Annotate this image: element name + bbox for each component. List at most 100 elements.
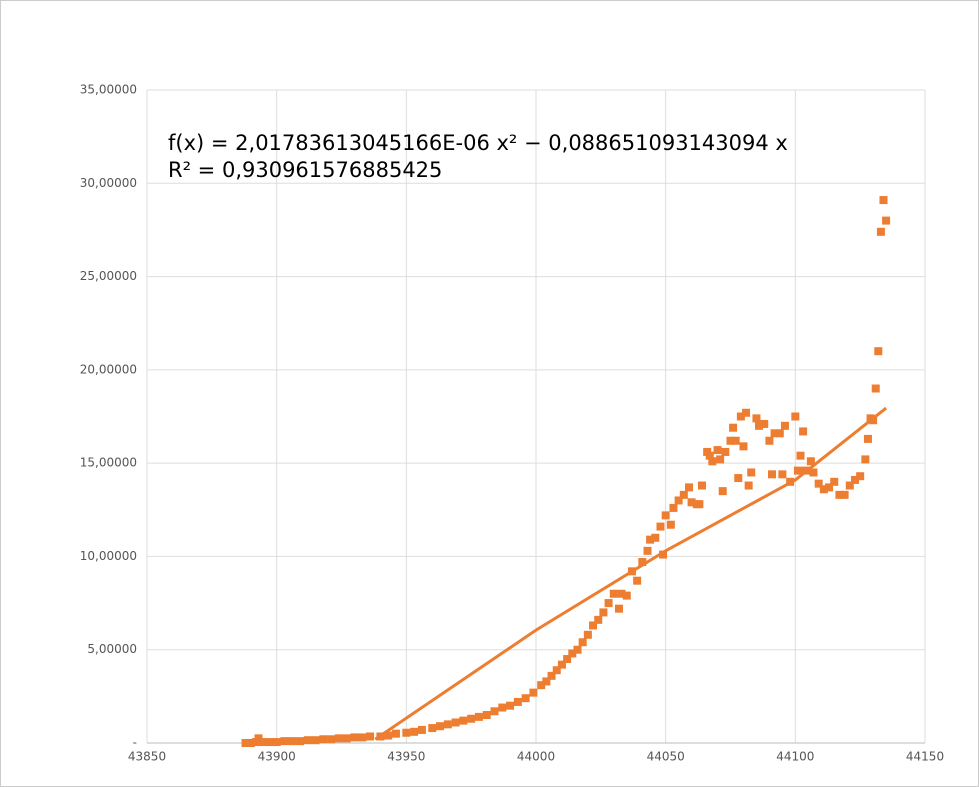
data-point xyxy=(793,466,802,475)
data-point xyxy=(742,408,751,417)
data-point xyxy=(809,468,818,477)
data-point xyxy=(542,677,551,686)
data-point xyxy=(552,666,561,675)
data-point xyxy=(451,718,460,727)
data-point xyxy=(679,490,688,499)
data-point xyxy=(716,455,725,464)
data-point xyxy=(695,500,704,509)
data-point xyxy=(796,451,805,460)
data-point xyxy=(835,490,844,499)
data-point xyxy=(604,599,613,608)
data-point xyxy=(850,475,859,484)
data-point xyxy=(267,738,276,747)
data-point xyxy=(537,681,546,690)
data-point xyxy=(459,716,468,725)
data-point xyxy=(770,429,779,438)
data-point xyxy=(726,436,735,445)
data-point xyxy=(358,733,367,742)
data-point xyxy=(819,485,828,494)
y-tick-label: 35,00000 xyxy=(80,83,137,97)
data-point xyxy=(752,414,761,423)
data-point xyxy=(685,483,694,492)
data-point xyxy=(874,347,883,356)
data-point xyxy=(659,550,668,559)
data-point xyxy=(599,608,608,617)
data-point xyxy=(296,737,305,746)
x-tick-label: 44000 xyxy=(517,750,555,764)
data-point xyxy=(521,694,530,703)
data-point xyxy=(825,483,834,492)
data-point xyxy=(428,724,437,733)
data-point xyxy=(633,576,642,585)
data-point xyxy=(288,737,297,746)
data-point xyxy=(589,621,598,630)
data-point xyxy=(319,735,328,744)
x-tick-label: 43900 xyxy=(258,750,296,764)
data-point xyxy=(755,421,764,430)
data-point xyxy=(622,591,631,600)
data-point xyxy=(780,421,789,430)
data-point xyxy=(879,196,888,205)
data-point xyxy=(402,728,411,737)
x-tick-label: 44050 xyxy=(647,750,685,764)
data-point xyxy=(674,496,683,505)
data-point xyxy=(863,434,872,443)
data-point xyxy=(765,436,774,445)
x-tick-label: 43950 xyxy=(387,750,425,764)
data-point xyxy=(578,638,587,647)
data-point xyxy=(311,736,320,745)
data-point xyxy=(830,477,839,486)
data-point xyxy=(609,589,618,598)
data-point xyxy=(638,558,647,567)
data-point xyxy=(656,522,665,531)
data-point xyxy=(876,227,885,236)
data-point xyxy=(705,451,714,460)
data-point xyxy=(617,589,626,598)
data-point xyxy=(882,216,891,225)
data-point xyxy=(272,738,281,747)
data-point xyxy=(366,732,375,741)
data-point xyxy=(731,436,740,445)
y-tick-label: - xyxy=(133,736,137,750)
data-point xyxy=(498,703,507,712)
data-point xyxy=(568,649,577,658)
data-point xyxy=(744,481,753,490)
data-point xyxy=(806,457,815,466)
data-point xyxy=(410,727,419,736)
data-point xyxy=(563,655,572,664)
data-point xyxy=(417,725,426,734)
y-tick-label: 5,00000 xyxy=(87,642,137,656)
data-point xyxy=(729,423,738,432)
data-point xyxy=(697,481,706,490)
y-tick-label: 10,00000 xyxy=(80,549,137,563)
data-point xyxy=(241,739,250,747)
data-point xyxy=(721,447,730,456)
data-point xyxy=(861,455,870,464)
data-point xyxy=(482,711,491,720)
data-point xyxy=(747,468,756,477)
data-point xyxy=(713,446,722,455)
data-point xyxy=(736,412,745,421)
data-point xyxy=(871,384,880,393)
data-point xyxy=(845,481,854,490)
data-point xyxy=(436,722,445,731)
data-point xyxy=(506,701,515,710)
data-point xyxy=(583,630,592,639)
data-point xyxy=(280,737,289,746)
data-point xyxy=(840,490,849,499)
data-point xyxy=(814,479,823,488)
data-point xyxy=(856,472,865,481)
data-point xyxy=(334,734,343,743)
data-point xyxy=(739,442,748,451)
data-point xyxy=(708,457,717,466)
data-point xyxy=(594,615,603,624)
data-point xyxy=(246,739,255,747)
data-point xyxy=(342,734,351,743)
data-point xyxy=(643,546,652,555)
data-point xyxy=(687,498,696,507)
data-point xyxy=(303,736,312,745)
data-point xyxy=(391,729,400,738)
y-tick-label: 30,00000 xyxy=(80,176,137,190)
data-point xyxy=(646,535,655,544)
